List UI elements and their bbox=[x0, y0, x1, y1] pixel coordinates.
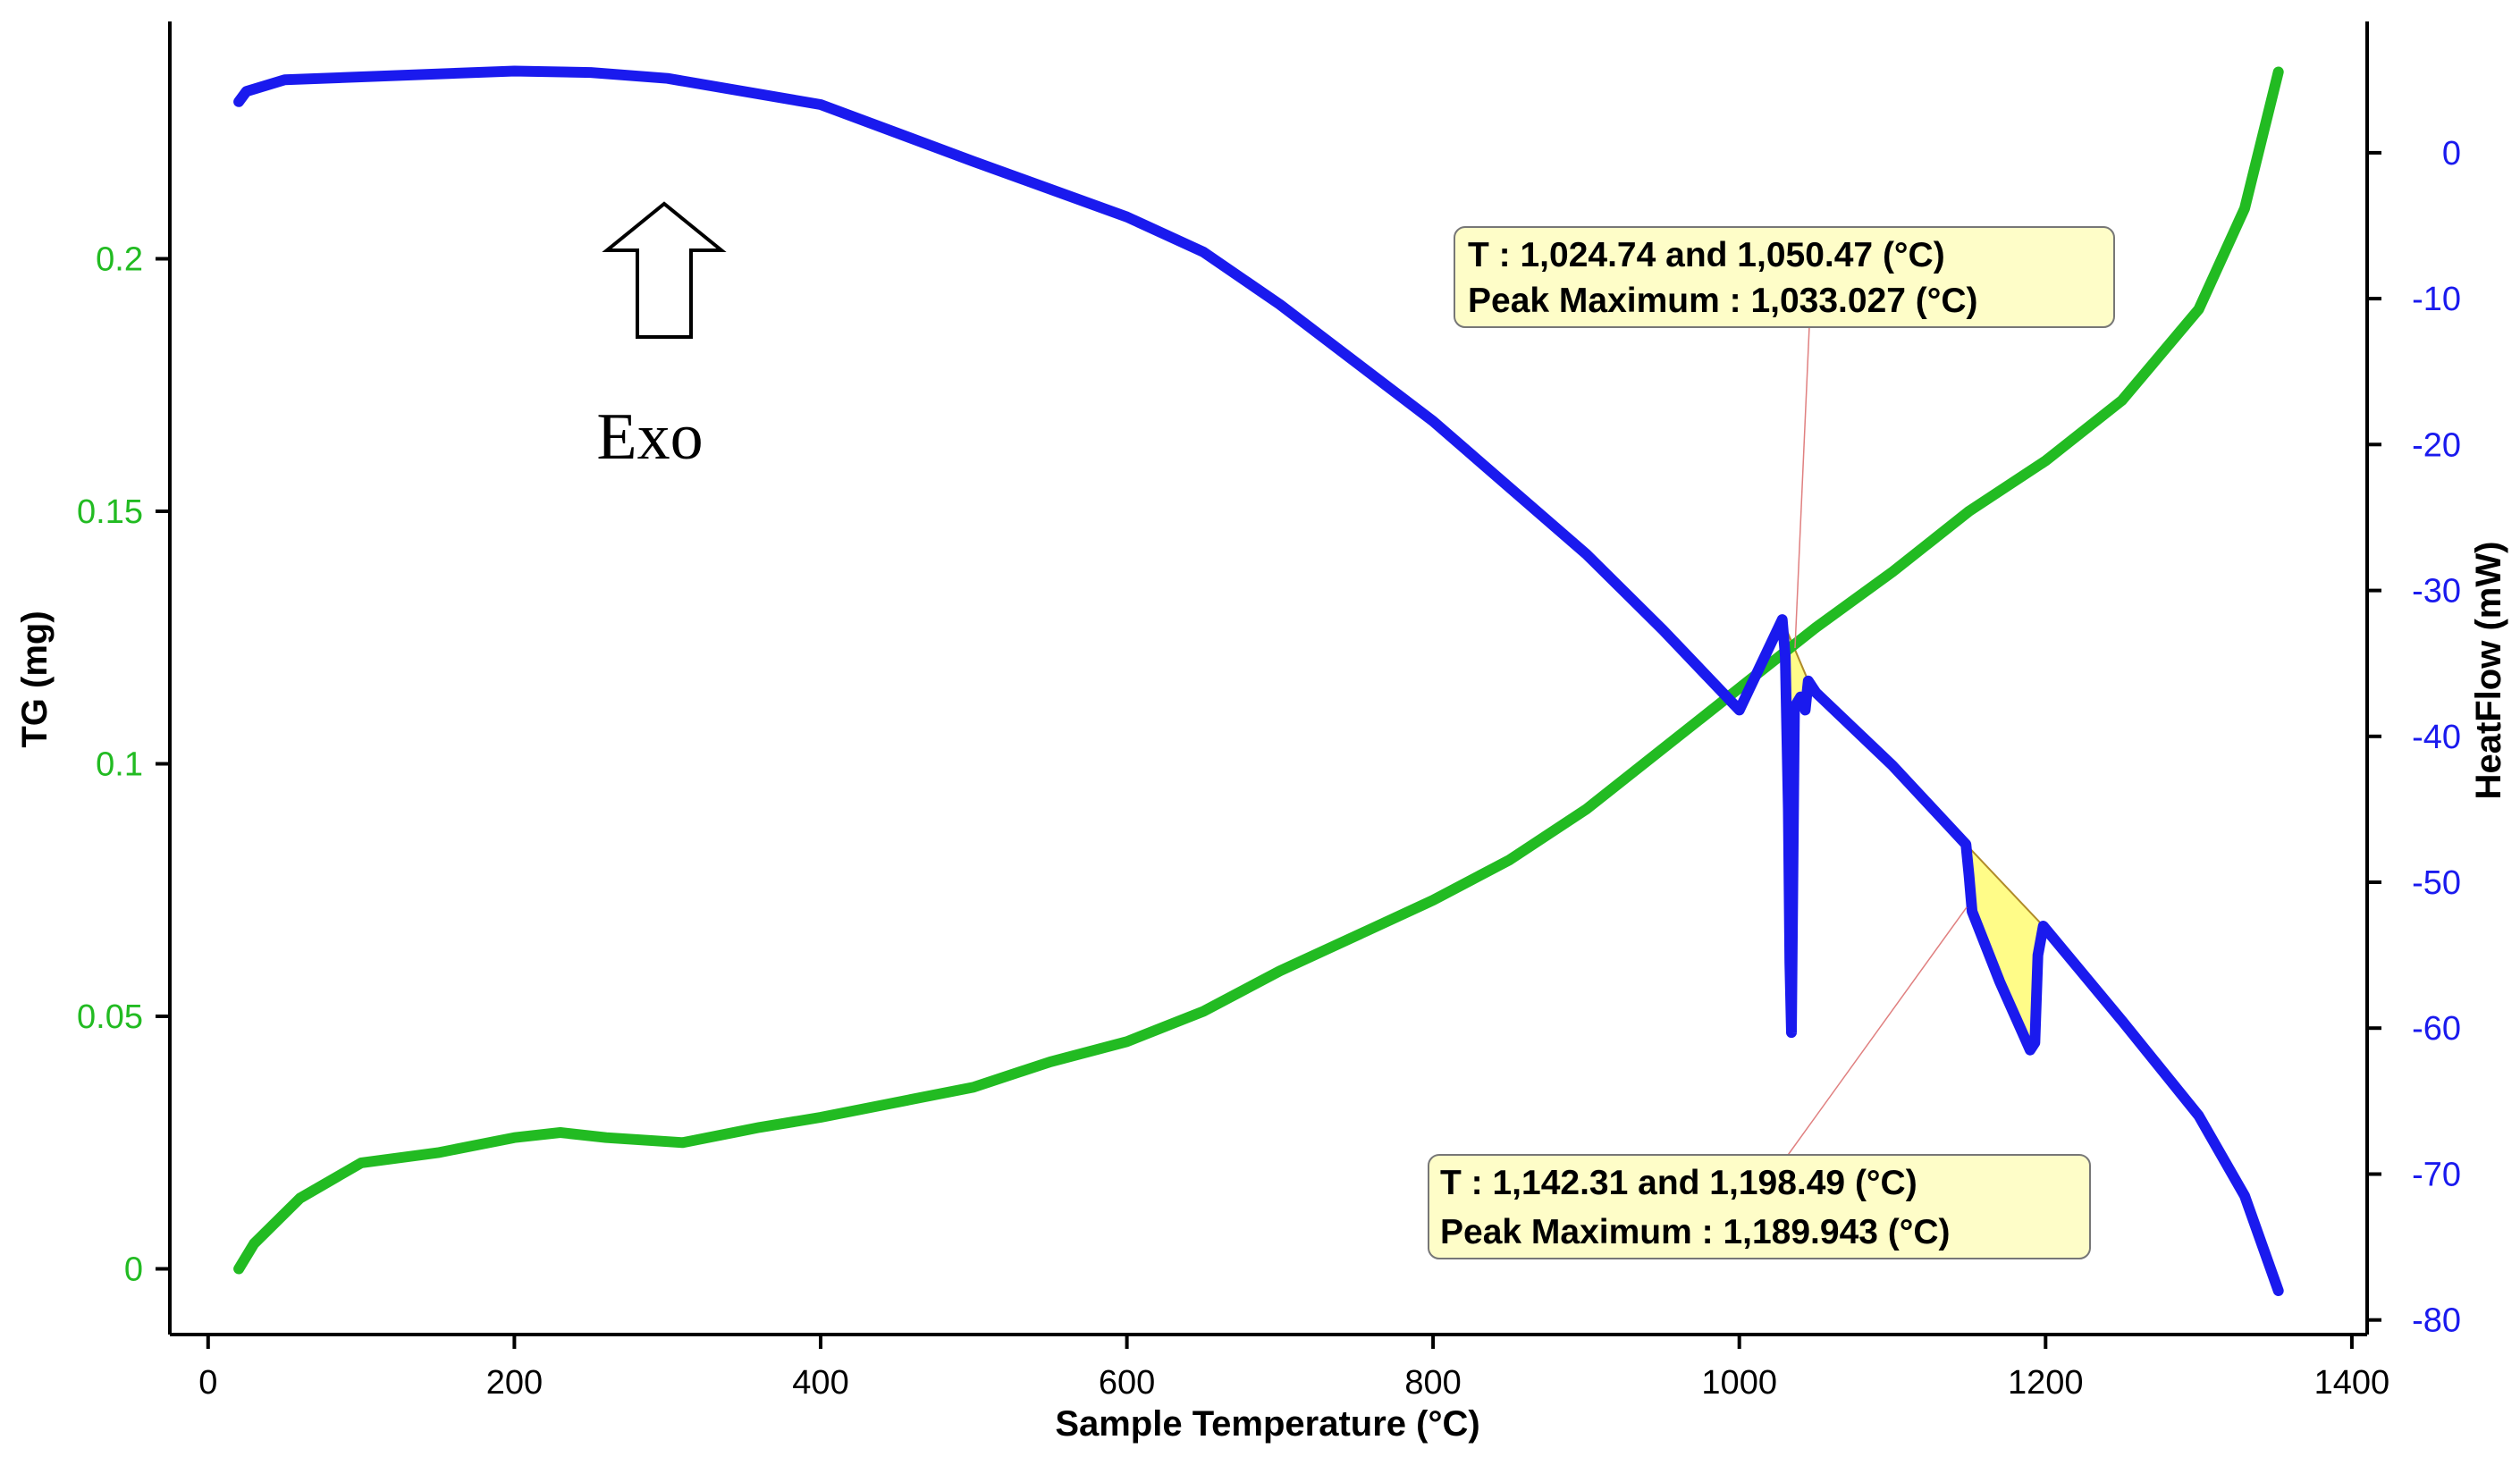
annotation-2-leader-line bbox=[1785, 906, 1968, 1158]
left-tick-label: 0.05 bbox=[77, 998, 143, 1036]
annotation-peak-2: T : 1,142.31 and 1,198.49 (°C) Peak Maxi… bbox=[1428, 1154, 2091, 1259]
left-tick-label: 0.2 bbox=[96, 241, 143, 279]
annotation-1-box bbox=[1454, 226, 2115, 328]
tg-series-line bbox=[233, 66, 2284, 1275]
x-tick-label: 600 bbox=[1099, 1364, 1155, 1402]
right-tick-label: -50 bbox=[2412, 864, 2461, 902]
left-tick-label: 0.15 bbox=[77, 493, 143, 531]
left-axis-ticks: 0 0.05 0.1 0.15 0.2 bbox=[77, 241, 170, 1289]
x-tick-label: 800 bbox=[1404, 1364, 1461, 1402]
x-tick-label: 1200 bbox=[2008, 1364, 2084, 1402]
exo-label: Exo bbox=[596, 400, 703, 474]
right-tick-label: -10 bbox=[2412, 281, 2461, 318]
exo-up-arrow-icon bbox=[602, 201, 727, 339]
annotation-1-line-2: Peak Maximum : 1,033.027 (°C) bbox=[1468, 282, 1978, 320]
x-tick-label: 1400 bbox=[2314, 1364, 2390, 1402]
x-tick-label: 1000 bbox=[1701, 1364, 1777, 1402]
x-axis-title: Sample Temperature (°C) bbox=[1055, 1404, 1479, 1444]
x-tick-label: 400 bbox=[792, 1364, 848, 1402]
right-tick-label: -40 bbox=[2412, 719, 2461, 756]
annotation-2-box bbox=[1428, 1154, 2091, 1259]
annotation-2-line-1: T : 1,142.31 and 1,198.49 (°C) bbox=[1440, 1164, 1917, 1202]
annotation-1-leader-line bbox=[1794, 325, 1810, 649]
x-axis-ticks: 0 200 400 600 800 1000 1200 1400 bbox=[198, 1335, 2389, 1402]
annotation-1-line-1: T : 1,024.74 and 1,050.47 (°C) bbox=[1468, 236, 1945, 274]
right-tick-label: 0 bbox=[2442, 135, 2461, 173]
annotation-peak-1: T : 1,024.74 and 1,050.47 (°C) Peak Maxi… bbox=[1454, 226, 2115, 328]
right-axis-ticks: 0 -10 -20 -30 -40 -50 -60 -70 -80 bbox=[2367, 135, 2461, 1340]
heatflow-series-line bbox=[233, 65, 2284, 1296]
x-tick-label: 0 bbox=[198, 1364, 217, 1402]
right-tick-label: -80 bbox=[2412, 1302, 2461, 1340]
x-tick-label: 200 bbox=[486, 1364, 543, 1402]
right-tick-label: -30 bbox=[2412, 573, 2461, 611]
right-tick-label: -60 bbox=[2412, 1010, 2461, 1048]
annotation-2-line-2: Peak Maximum : 1,189.943 (°C) bbox=[1440, 1213, 1951, 1251]
right-axis-title: HeatFlow (mW) bbox=[2469, 542, 2508, 800]
right-tick-label: -20 bbox=[2412, 426, 2461, 464]
left-tick-label: 0.1 bbox=[96, 746, 143, 784]
right-tick-label: -70 bbox=[2412, 1157, 2461, 1194]
left-axis-title: TG (mg) bbox=[15, 611, 55, 747]
left-tick-label: 0 bbox=[124, 1251, 143, 1289]
